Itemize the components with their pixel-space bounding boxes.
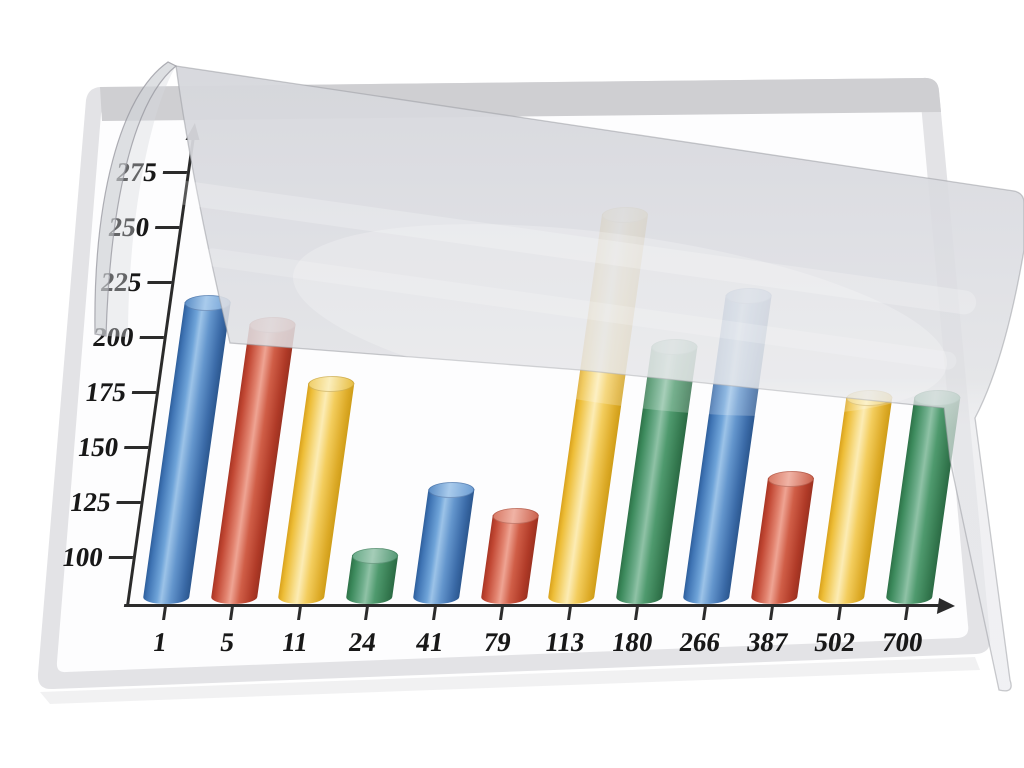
y-tick-label: 125 — [68, 487, 113, 517]
bar-top-cap — [427, 482, 476, 498]
y-tick-label: 175 — [83, 377, 129, 407]
y-tick — [147, 280, 172, 284]
y-tick-label: 150 — [75, 432, 121, 462]
x-tick — [836, 607, 842, 620]
bar-11 — [277, 376, 356, 604]
y-tick — [124, 445, 149, 449]
y-tick — [116, 500, 141, 504]
x-tick — [161, 607, 167, 620]
x-tick — [769, 607, 774, 620]
bar-top-cap — [600, 207, 650, 223]
y-tick — [108, 555, 134, 559]
bar-79 — [479, 508, 540, 604]
y-axis-arrow-icon — [185, 123, 202, 140]
x-tick-label: 700 — [880, 627, 925, 657]
y-tick — [139, 335, 165, 339]
bar-top-cap — [912, 390, 961, 406]
bar-387 — [749, 471, 815, 604]
x-axis — [123, 604, 941, 607]
y-tick-label: 275 — [114, 157, 160, 187]
x-tick — [499, 607, 504, 620]
x-tick — [431, 607, 437, 620]
y-tick — [155, 225, 180, 229]
y-tick-label: 225 — [98, 267, 144, 297]
bar-700 — [884, 390, 961, 604]
y-tick-label: 200 — [91, 322, 136, 352]
bar-top-cap — [491, 508, 540, 524]
x-axis-arrow-icon — [936, 598, 957, 614]
y-tick-label: 250 — [106, 212, 152, 242]
bar-top-cap — [350, 548, 399, 564]
bar-24 — [344, 548, 399, 604]
bar-top-cap — [183, 295, 232, 311]
x-tick — [904, 607, 909, 620]
x-tick — [364, 607, 369, 620]
bar-180 — [614, 339, 699, 604]
x-tick — [634, 607, 639, 620]
bar-top-cap — [724, 288, 773, 304]
bar-41 — [412, 482, 476, 604]
bar-top-cap — [845, 390, 894, 406]
bar-top-cap — [766, 471, 815, 487]
x-tick — [701, 607, 707, 620]
bar-top-cap — [247, 317, 297, 333]
x-tick — [229, 607, 234, 620]
bar-top-cap — [307, 376, 356, 392]
y-tick — [131, 390, 157, 394]
y-tick — [162, 170, 188, 174]
bar-502 — [817, 390, 894, 604]
x-tick — [296, 607, 302, 620]
y-tick-label: 100 — [60, 542, 105, 572]
x-tick — [566, 607, 572, 620]
bar-top-cap — [649, 339, 699, 355]
